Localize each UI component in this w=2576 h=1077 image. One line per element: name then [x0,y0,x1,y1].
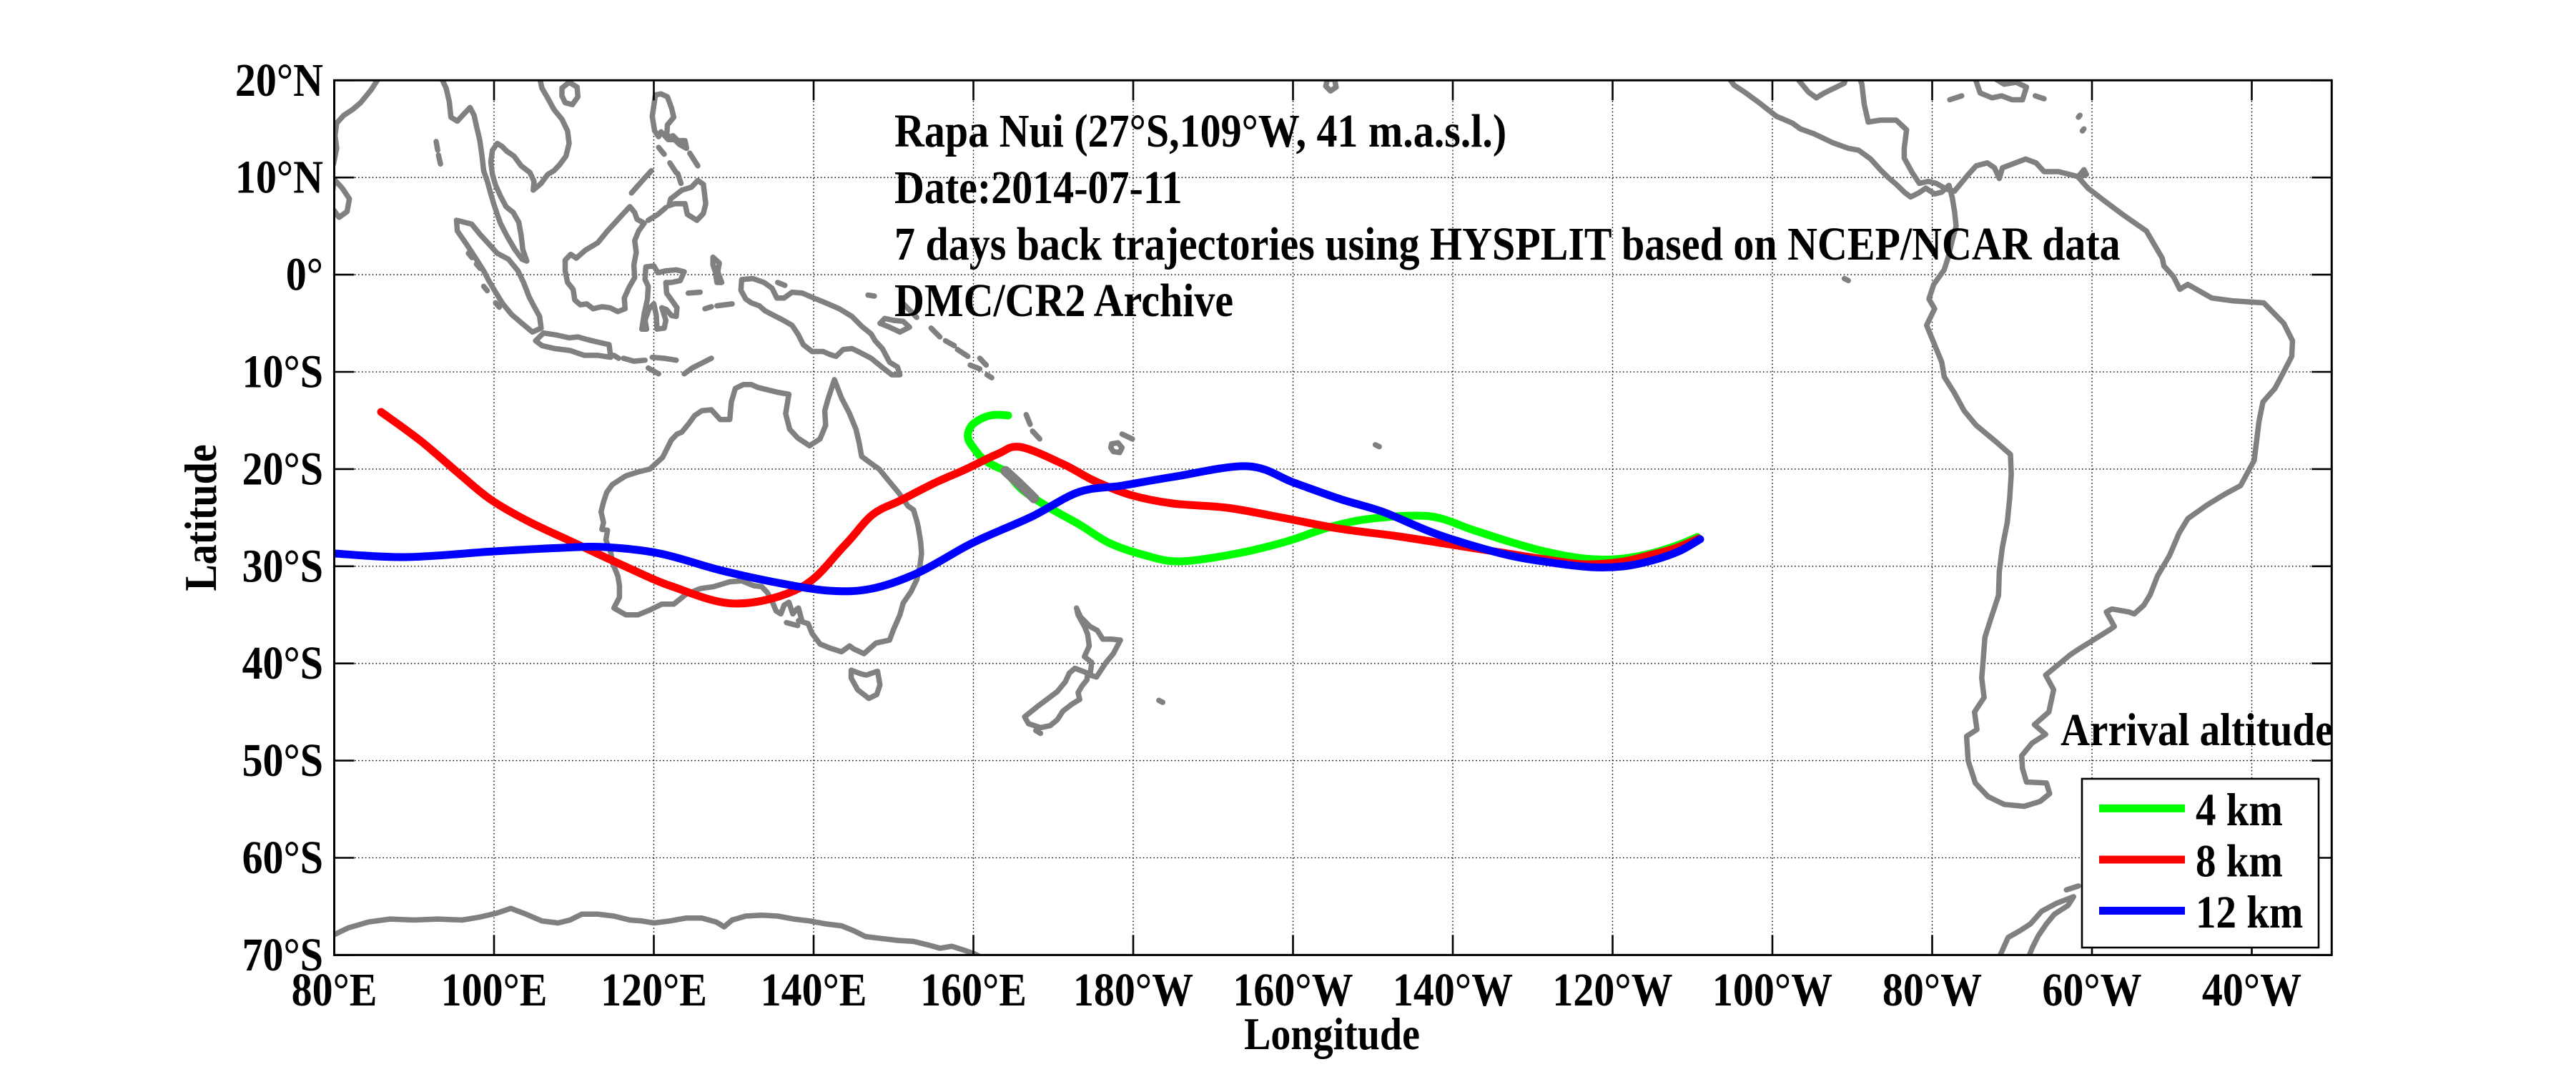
svg-text:120°E: 120°E [601,965,707,1016]
svg-text:4 km: 4 km [2196,785,2283,836]
svg-text:40°S: 40°S [242,638,323,689]
svg-text:DMC/CR2 Archive: DMC/CR2 Archive [894,275,1233,327]
svg-text:160°W: 160°W [1233,965,1353,1016]
svg-text:100°W: 100°W [1712,965,1832,1016]
svg-text:12 km: 12 km [2196,887,2303,938]
svg-text:100°E: 100°E [441,965,548,1016]
svg-text:Longitude: Longitude [1244,1009,1420,1059]
svg-text:20°S: 20°S [242,443,323,495]
svg-text:Rapa Nui (27°S,109°W, 41 m.a.s: Rapa Nui (27°S,109°W, 41 m.a.s.l.) [894,106,1506,157]
svg-text:Arrival altitude: Arrival altitude [2061,705,2333,756]
svg-text:80°E: 80°E [292,965,377,1016]
svg-text:70°S: 70°S [242,930,323,981]
svg-text:10°S: 10°S [242,346,323,398]
svg-text:0°: 0° [286,249,323,300]
svg-text:120°W: 120°W [1552,965,1672,1016]
svg-text:60°S: 60°S [242,832,323,884]
svg-text:80°W: 80°W [1882,965,1982,1016]
svg-text:20°N: 20°N [235,55,323,107]
svg-text:60°W: 60°W [2042,965,2141,1016]
svg-text:7 days back trajectories using: 7 days back trajectories using HYSPLIT b… [894,219,2121,270]
svg-text:160°E: 160°E [920,965,1027,1016]
svg-text:Latitude: Latitude [176,444,226,591]
svg-text:8 km: 8 km [2196,836,2283,887]
svg-text:140°W: 140°W [1393,965,1513,1016]
svg-text:Date:2014-07-11: Date:2014-07-11 [894,162,1183,214]
svg-text:10°N: 10°N [235,152,323,204]
svg-text:40°W: 40°W [2202,965,2301,1016]
svg-text:50°S: 50°S [242,735,323,787]
svg-text:30°S: 30°S [242,541,323,592]
svg-text:180°W: 180°W [1073,965,1193,1016]
svg-text:140°E: 140°E [761,965,867,1016]
